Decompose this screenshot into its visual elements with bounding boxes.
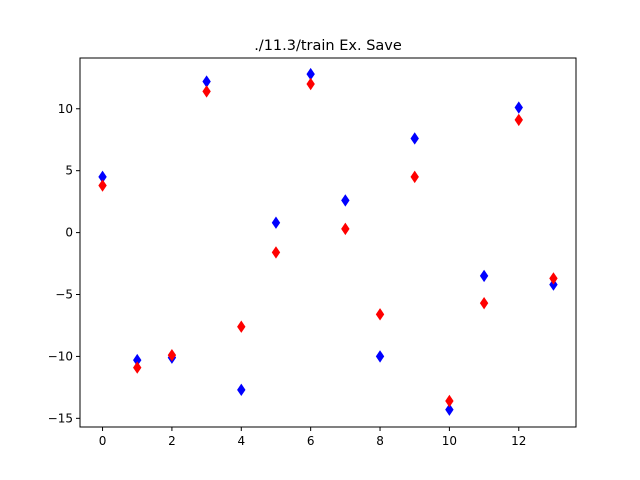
x-tick-label-2: 2 [168, 434, 176, 448]
y-tick-label-5: 5 [65, 164, 73, 178]
x-tick-label-12: 12 [511, 434, 526, 448]
y-tick-label--10: −10 [48, 349, 73, 363]
x-tick-label-6: 6 [307, 434, 315, 448]
y-tick-label-10: 10 [58, 102, 73, 116]
y-tick-label--5: −5 [55, 288, 73, 302]
y-tick-label-0: 0 [65, 226, 73, 240]
y-tick-label--15: −15 [48, 411, 73, 425]
x-tick-label-0: 0 [99, 434, 107, 448]
x-tick-label-8: 8 [376, 434, 384, 448]
chart-title: ./11.3/train Ex. Save [254, 38, 402, 54]
x-tick-label-10: 10 [442, 434, 457, 448]
x-tick-label-4: 4 [237, 434, 245, 448]
